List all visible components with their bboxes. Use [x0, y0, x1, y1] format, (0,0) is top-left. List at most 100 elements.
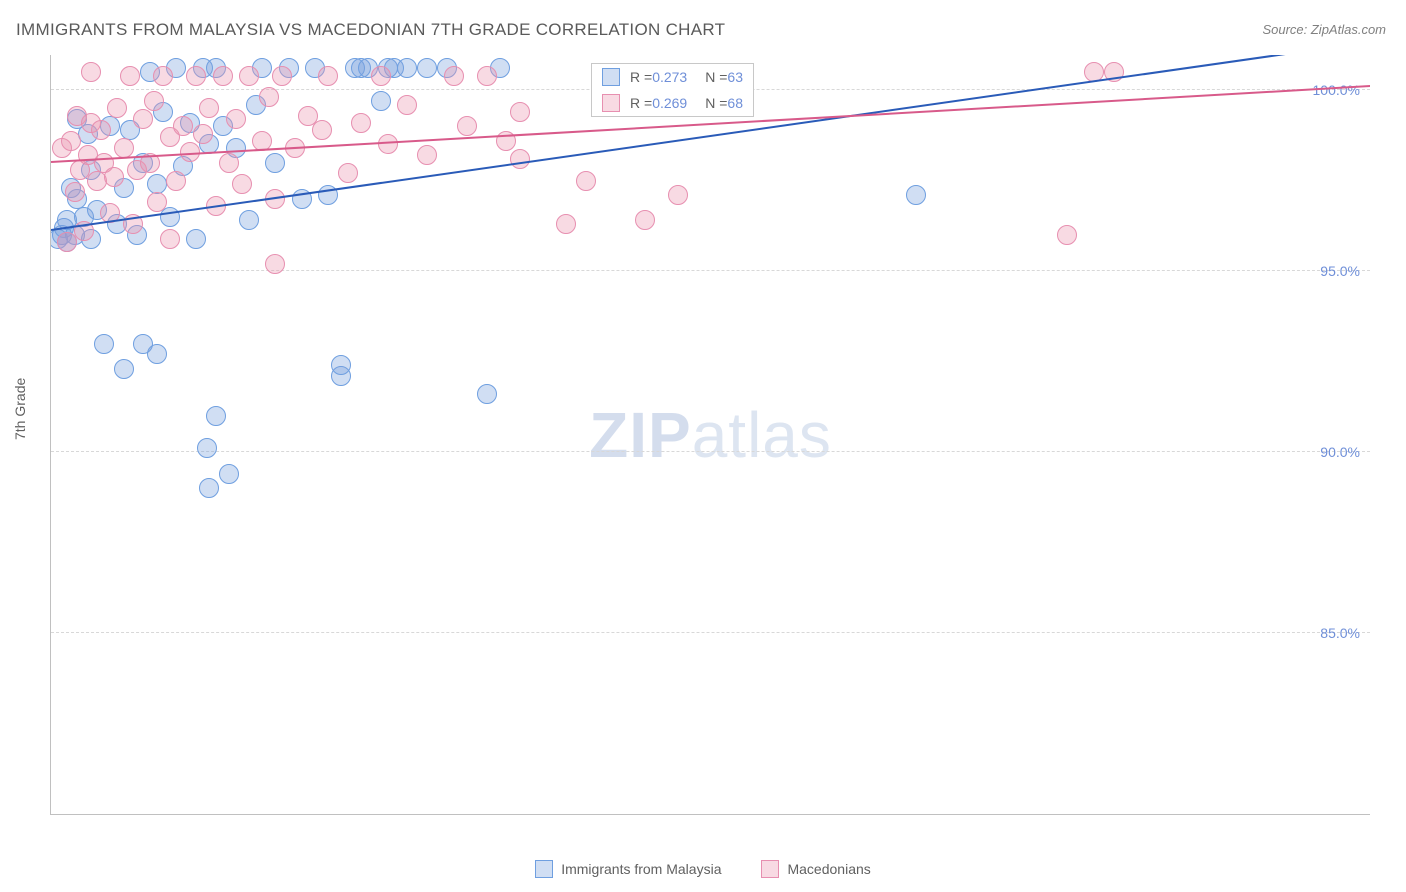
- correlation-chart: IMMIGRANTS FROM MALAYSIA VS MACEDONIAN 7…: [0, 0, 1406, 892]
- stats-row-malaysia: R = 0.273 N = 63: [592, 64, 753, 90]
- scatter-point-macedonians: [107, 98, 127, 118]
- legend-item-macedonians: Macedonians: [761, 860, 870, 878]
- watermark: ZIPatlas: [589, 398, 832, 472]
- scatter-point-macedonians: [635, 210, 655, 230]
- legend-item-malaysia: Immigrants from Malaysia: [535, 860, 721, 878]
- stats-box: R = 0.273 N = 63 R = 0.269 N = 68: [591, 63, 754, 117]
- scatter-point-macedonians: [259, 87, 279, 107]
- x-tick: [711, 814, 712, 815]
- scatter-point-macedonians: [272, 66, 292, 86]
- scatter-point-macedonians: [104, 167, 124, 187]
- scatter-point-macedonians: [147, 192, 167, 212]
- y-tick-label: 85.0%: [1320, 625, 1360, 641]
- scatter-point-macedonians: [378, 134, 398, 154]
- scatter-point-malaysia: [186, 229, 206, 249]
- scatter-point-macedonians: [457, 116, 477, 136]
- gridline: [51, 451, 1370, 452]
- x-tick: [51, 814, 52, 815]
- scatter-point-malaysia: [147, 174, 167, 194]
- y-tick-label: 95.0%: [1320, 263, 1360, 279]
- scatter-point-macedonians: [65, 182, 85, 202]
- gridline: [51, 270, 1370, 271]
- scatter-point-macedonians: [510, 149, 530, 169]
- scatter-point-macedonians: [199, 98, 219, 118]
- stats-n-value: 63: [727, 69, 743, 85]
- legend-swatch-icon: [535, 860, 553, 878]
- scatter-point-macedonians: [318, 66, 338, 86]
- x-tick: [931, 814, 932, 815]
- bottom-legend: Immigrants from Malaysia Macedonians: [0, 860, 1406, 878]
- scatter-point-malaysia: [906, 185, 926, 205]
- scatter-point-macedonians: [556, 214, 576, 234]
- scatter-point-macedonians: [1057, 225, 1077, 245]
- scatter-point-malaysia: [331, 355, 351, 375]
- stats-r-value: 0.273: [652, 69, 687, 85]
- plot-area: ZIPatlas 85.0%90.0%95.0%100.0%0.0%10.0%R…: [50, 55, 1370, 815]
- scatter-point-malaysia: [417, 58, 437, 78]
- scatter-point-macedonians: [226, 109, 246, 129]
- scatter-point-macedonians: [265, 254, 285, 274]
- scatter-point-malaysia: [239, 210, 259, 230]
- scatter-point-macedonians: [477, 66, 497, 86]
- scatter-point-macedonians: [81, 62, 101, 82]
- scatter-point-macedonians: [91, 120, 111, 140]
- legend-label: Immigrants from Malaysia: [561, 861, 721, 877]
- gridline: [51, 632, 1370, 633]
- scatter-point-malaysia: [199, 478, 219, 498]
- source-label: Source: ZipAtlas.com: [1262, 22, 1386, 37]
- scatter-point-malaysia: [147, 344, 167, 364]
- stats-row-macedonians: R = 0.269 N = 68: [592, 90, 753, 116]
- scatter-point-malaysia: [371, 91, 391, 111]
- scatter-point-macedonians: [576, 171, 596, 191]
- scatter-point-macedonians: [510, 102, 530, 122]
- stats-r-value: 0.269: [652, 95, 687, 111]
- scatter-point-macedonians: [173, 116, 193, 136]
- scatter-point-macedonians: [312, 120, 332, 140]
- chart-title: IMMIGRANTS FROM MALAYSIA VS MACEDONIAN 7…: [16, 20, 725, 40]
- scatter-point-malaysia: [94, 334, 114, 354]
- scatter-point-malaysia: [197, 438, 217, 458]
- stats-r-label: R =: [630, 95, 652, 111]
- scatter-point-macedonians: [338, 163, 358, 183]
- scatter-point-macedonians: [397, 95, 417, 115]
- scatter-point-macedonians: [61, 131, 81, 151]
- scatter-point-macedonians: [668, 185, 688, 205]
- scatter-point-macedonians: [444, 66, 464, 86]
- watermark-bold: ZIP: [589, 399, 692, 471]
- scatter-point-macedonians: [371, 66, 391, 86]
- scatter-point-macedonians: [186, 66, 206, 86]
- scatter-point-macedonians: [219, 153, 239, 173]
- scatter-point-malaysia: [477, 384, 497, 404]
- scatter-point-malaysia: [397, 58, 417, 78]
- stats-n-value: 68: [727, 95, 743, 111]
- scatter-point-macedonians: [193, 124, 213, 144]
- scatter-point-macedonians: [239, 66, 259, 86]
- scatter-point-macedonians: [114, 138, 134, 158]
- scatter-point-macedonians: [160, 229, 180, 249]
- legend-label: Macedonians: [787, 861, 870, 877]
- scatter-point-macedonians: [351, 113, 371, 133]
- stats-swatch-icon: [602, 68, 620, 86]
- scatter-point-malaysia: [219, 464, 239, 484]
- scatter-point-malaysia: [114, 359, 134, 379]
- scatter-point-malaysia: [206, 406, 226, 426]
- scatter-point-malaysia: [265, 153, 285, 173]
- scatter-point-macedonians: [417, 145, 437, 165]
- x-tick: [1151, 814, 1152, 815]
- scatter-point-macedonians: [153, 66, 173, 86]
- stats-swatch-icon: [602, 94, 620, 112]
- x-tick: [491, 814, 492, 815]
- y-tick-label: 90.0%: [1320, 444, 1360, 460]
- y-axis-label: 7th Grade: [12, 378, 28, 440]
- y-tick-label: 100.0%: [1313, 82, 1360, 98]
- scatter-point-macedonians: [144, 91, 164, 111]
- legend-swatch-icon: [761, 860, 779, 878]
- stats-n-label: N =: [705, 95, 727, 111]
- scatter-point-macedonians: [120, 66, 140, 86]
- stats-n-label: N =: [705, 69, 727, 85]
- scatter-point-macedonians: [213, 66, 233, 86]
- stats-r-label: R =: [630, 69, 652, 85]
- watermark-rest: atlas: [692, 399, 832, 471]
- scatter-point-macedonians: [166, 171, 186, 191]
- scatter-point-macedonians: [232, 174, 252, 194]
